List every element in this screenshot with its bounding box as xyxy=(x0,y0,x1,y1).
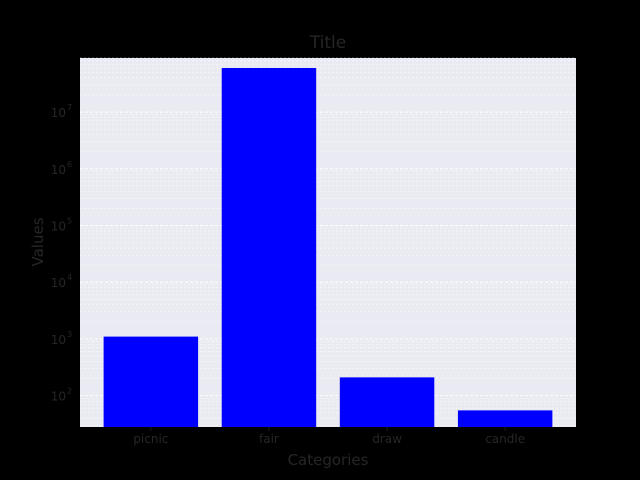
y-tick-exponent: 5 xyxy=(67,217,72,226)
x-tick-label-fair: fair xyxy=(259,432,279,446)
y-tick-label: 10 xyxy=(51,163,66,177)
y-tick-base: 10 xyxy=(51,106,66,120)
y-axis-label: Values xyxy=(29,217,47,266)
y-tick-base: 10 xyxy=(51,390,66,404)
bar-picnic xyxy=(103,336,199,427)
bar-draw xyxy=(339,377,435,427)
x-tick-label-picnic: picnic xyxy=(133,432,168,446)
y-tick-exponent: 6 xyxy=(67,160,72,169)
y-tick-label: 10 xyxy=(51,220,66,234)
x-tick-label-draw: draw xyxy=(372,432,402,446)
bars xyxy=(103,67,553,427)
y-tick-base: 10 xyxy=(51,333,66,347)
y-tick-base: 10 xyxy=(51,220,66,234)
y-tick-label: 10 xyxy=(51,390,66,404)
y-tick-label: 10 xyxy=(51,276,66,290)
y-tick-exponent: 4 xyxy=(67,273,72,282)
y-tick-base: 10 xyxy=(51,163,66,177)
bar-fair xyxy=(221,67,317,427)
y-tick-base: 10 xyxy=(51,276,66,290)
chart-title: Title xyxy=(309,33,346,53)
y-tick-label: 10 xyxy=(51,106,66,120)
y-tick-exponent: 3 xyxy=(67,330,72,339)
y-tick-exponent: 7 xyxy=(67,103,72,112)
y-tick-label: 10 xyxy=(51,333,66,347)
bar-candle xyxy=(457,410,553,427)
y-tick-exponent: 2 xyxy=(67,387,72,396)
x-tick-labels: picnic fair draw candle xyxy=(133,427,525,446)
x-tick-label-candle: candle xyxy=(485,432,525,446)
x-axis-label: Categories xyxy=(288,451,369,469)
